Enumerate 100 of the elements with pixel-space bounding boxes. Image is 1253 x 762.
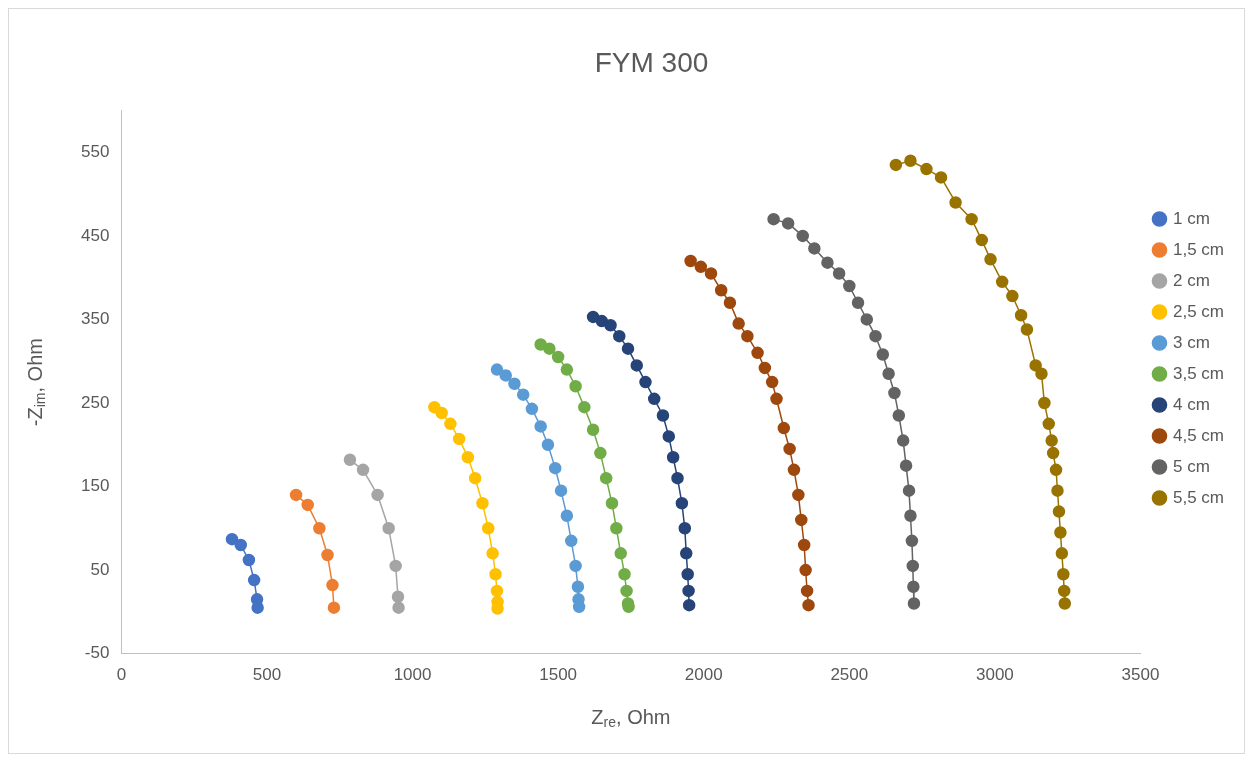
y-tick-label: 250 [80,392,110,412]
legend-label: 4,5 cm [1172,425,1225,445]
point [482,522,495,535]
point [543,342,556,355]
point [569,559,582,573]
point [767,212,780,226]
point [876,348,890,361]
point [682,598,696,612]
point [1058,597,1072,610]
point [572,600,586,614]
y-axis-title: -Zim, Ohm [23,338,49,427]
point [949,196,962,209]
point [1057,584,1071,598]
point [892,409,906,422]
x-tick-label: 3500 [1121,665,1160,685]
point [671,471,684,485]
point [604,319,617,332]
legend-label: 4 cm [1172,394,1210,414]
x-tick-label: 2000 [684,665,723,685]
point [614,547,627,560]
point [301,498,314,512]
point [965,212,978,226]
point [1049,463,1063,477]
point [578,400,591,414]
legend-label: 5,5 cm [1172,487,1225,507]
point [808,242,821,255]
point [468,471,482,485]
point [907,597,921,610]
point [490,363,504,376]
point [548,461,562,475]
point [569,380,582,393]
point [907,580,920,594]
point [799,563,812,577]
y-tick-label: 50 [90,559,110,579]
point [571,580,585,594]
point [610,522,623,535]
point [620,584,633,598]
point [800,584,814,598]
y-tick-label: 350 [80,309,110,329]
point [452,432,466,446]
x-tick-label: 500 [252,665,282,685]
legend-label: 1,5 cm [1172,239,1225,259]
x-tick-label: 2500 [830,665,869,685]
point [1052,505,1066,518]
point [613,329,626,343]
point [554,484,568,497]
point [630,359,643,372]
point [343,453,357,467]
point [371,488,384,502]
chart-title: FYM 300 [594,46,709,78]
point [904,154,917,167]
point [639,375,652,389]
point [843,279,856,293]
point [326,578,339,592]
point [1035,367,1048,380]
point [1045,434,1058,447]
legend-label: 1 cm [1172,208,1210,228]
point [666,451,680,464]
point [662,430,676,443]
point [499,369,512,382]
point [534,420,547,433]
point [1029,359,1042,372]
point [984,253,997,266]
point [489,567,502,581]
point [391,590,405,604]
point [508,377,521,391]
point [682,584,695,598]
point [888,386,901,400]
point [656,409,670,422]
x-tick-label: 0 [116,665,127,685]
point [675,496,689,510]
point [594,446,607,460]
point [490,584,504,598]
point [1051,484,1064,497]
point [605,496,619,510]
point [1014,309,1028,322]
point [1054,526,1067,539]
point [704,267,718,280]
point [1038,396,1051,410]
point [851,296,865,309]
point [832,267,846,280]
point [741,329,754,343]
point [680,547,693,560]
point [869,329,882,343]
point [694,260,708,274]
point [765,375,779,389]
point [356,463,370,477]
legend-label: 3,5 cm [1172,363,1225,383]
point [796,229,809,243]
point [525,402,539,416]
point [902,484,916,497]
point [461,451,475,464]
point [770,392,783,406]
point [564,534,578,548]
point [975,233,989,247]
point [516,388,530,401]
point [802,598,815,612]
y-tick-label: -50 [84,643,110,663]
point [444,417,457,431]
point [714,283,728,297]
